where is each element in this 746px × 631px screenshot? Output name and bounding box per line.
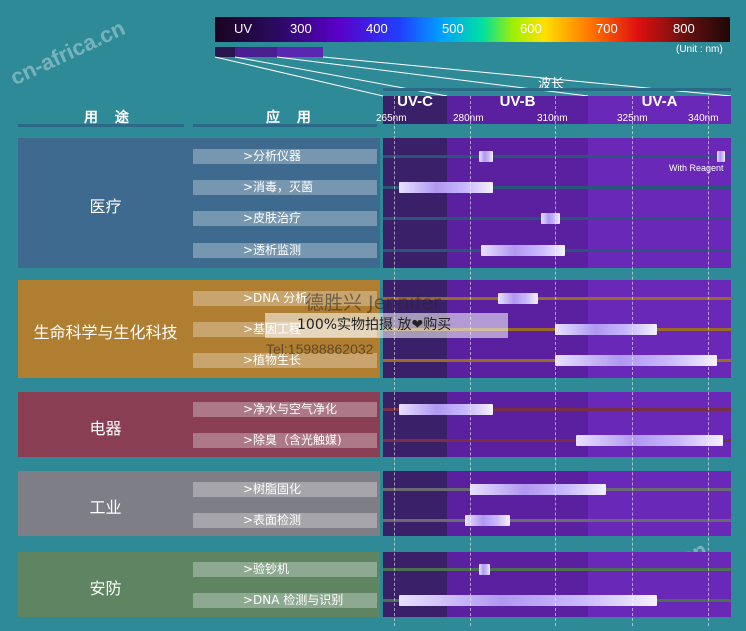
band-uvb [447, 392, 588, 457]
range-bar [478, 564, 490, 575]
overlay-banner: 100%实物拍摄 放❤购买 [265, 313, 508, 338]
usage-header: 用 途 [84, 110, 135, 126]
application-label: >透析监测 [193, 243, 377, 258]
row-line [383, 568, 731, 571]
application-header: 应 用 [266, 110, 317, 126]
band-uva [588, 552, 731, 617]
guide-280 [470, 96, 471, 626]
band-uvb [447, 471, 588, 536]
band-uvc [383, 138, 447, 268]
range-bar [498, 293, 538, 304]
range-bar [464, 515, 510, 526]
zoom-segment-uva [277, 47, 323, 57]
nm-340: 340nm [688, 113, 719, 124]
application-label: >表面检测 [193, 513, 377, 528]
guide-310 [555, 96, 556, 626]
application-label: >除臭（含光触媒) [193, 433, 377, 448]
application-rule [193, 124, 377, 127]
with-reagent-note: With Reagent [669, 163, 724, 173]
application-label: >消毒，灭菌 [193, 180, 377, 195]
guide-340 [708, 96, 709, 626]
band-uvc [383, 552, 447, 617]
zone-uvc-label: UV-C [397, 93, 433, 110]
spectrum-tick-500: 500 [442, 21, 464, 36]
row-line [383, 408, 731, 411]
row-line [383, 519, 731, 522]
application-label: >净水与空气净化 [193, 402, 377, 417]
wavelength-rule [383, 88, 731, 91]
guide-265 [394, 96, 395, 626]
range-bar [540, 213, 561, 224]
range-bar [399, 595, 658, 606]
category-name: 医疗 [89, 197, 122, 216]
band-uvc [383, 392, 447, 457]
category-block: 医疗 [18, 138, 380, 268]
zone-uvc-header [383, 96, 447, 124]
category-name: 安防 [89, 578, 122, 598]
category-block: 工业 [18, 471, 380, 536]
range-bar [555, 355, 718, 366]
range-bar [399, 404, 493, 415]
range-bar [717, 151, 725, 162]
spectrum-tick-800: 800 [673, 21, 695, 36]
category-name: 工业 [89, 497, 122, 517]
application-label: >皮肤治疗 [193, 211, 377, 226]
usage-rule [18, 124, 184, 127]
row-line [383, 439, 731, 442]
overlay-phone: Tel:15988862032 [266, 341, 374, 357]
zone-uva-header [588, 96, 731, 124]
row-line [383, 297, 731, 300]
guide-325 [632, 96, 633, 626]
spectrum-tick-300: 300 [290, 21, 312, 36]
range-bar [478, 151, 493, 162]
overlay-shop-name: 德胜兴 Jennifer [305, 292, 441, 314]
application-label: >分析仪器 [193, 149, 377, 164]
range-bar [481, 245, 566, 256]
range-bar [555, 324, 658, 335]
range-bar [470, 484, 607, 495]
unit-label: (Unit : nm) [676, 44, 723, 55]
zoom-segment-uvb [235, 47, 277, 57]
zoom-projection [214, 56, 732, 97]
zone-uvb-label: UV-B [499, 93, 536, 110]
band-uvc [383, 471, 447, 536]
nm-265: 265nm [376, 113, 407, 124]
category-name: 电器 [89, 418, 122, 438]
spectrum-tick-400: 400 [366, 21, 388, 36]
band-uvb [447, 552, 588, 617]
row-line [383, 186, 731, 189]
zone-uva-label: UV-A [641, 93, 678, 110]
spectrum-uv-label: UV [234, 21, 253, 36]
application-label: >树脂固化 [193, 482, 377, 497]
range-bar [399, 182, 493, 193]
spectrum-tick-700: 700 [596, 21, 618, 36]
category-name: 生命科学与生化科技 [33, 323, 178, 342]
row-line [383, 155, 731, 158]
application-label: >植物生长 [193, 353, 377, 368]
nm-280: 280nm [453, 113, 484, 124]
category-block: 安防 [18, 552, 380, 617]
nm-310: 310nm [537, 113, 568, 124]
band-uva [588, 471, 731, 536]
application-label: >验钞机 [193, 562, 377, 577]
application-label: >DNA 分析 [193, 291, 377, 306]
application-label: >DNA 检测与识别 [193, 593, 377, 608]
band-uva [588, 138, 731, 268]
range-bar [575, 435, 724, 446]
band-uva [588, 392, 731, 457]
spectrum-tick-600: 600 [520, 21, 542, 36]
zoom-segment-uvc [215, 47, 235, 57]
spectrum-bar [215, 17, 730, 42]
category-block: 电器 [18, 392, 380, 457]
